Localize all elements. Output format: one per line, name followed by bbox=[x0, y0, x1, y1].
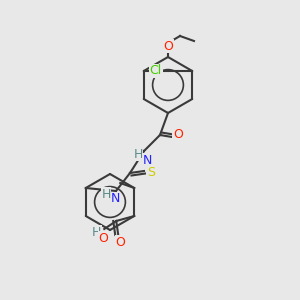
Text: O: O bbox=[173, 128, 183, 142]
Text: O: O bbox=[115, 236, 125, 248]
Text: O: O bbox=[98, 232, 108, 244]
Text: Cl: Cl bbox=[150, 64, 162, 77]
Text: O: O bbox=[163, 40, 173, 52]
Text: N: N bbox=[142, 154, 152, 166]
Text: H: H bbox=[101, 188, 111, 200]
Text: S: S bbox=[147, 167, 155, 179]
Text: N: N bbox=[110, 193, 120, 206]
Text: H: H bbox=[133, 148, 143, 160]
Text: H: H bbox=[92, 226, 101, 238]
